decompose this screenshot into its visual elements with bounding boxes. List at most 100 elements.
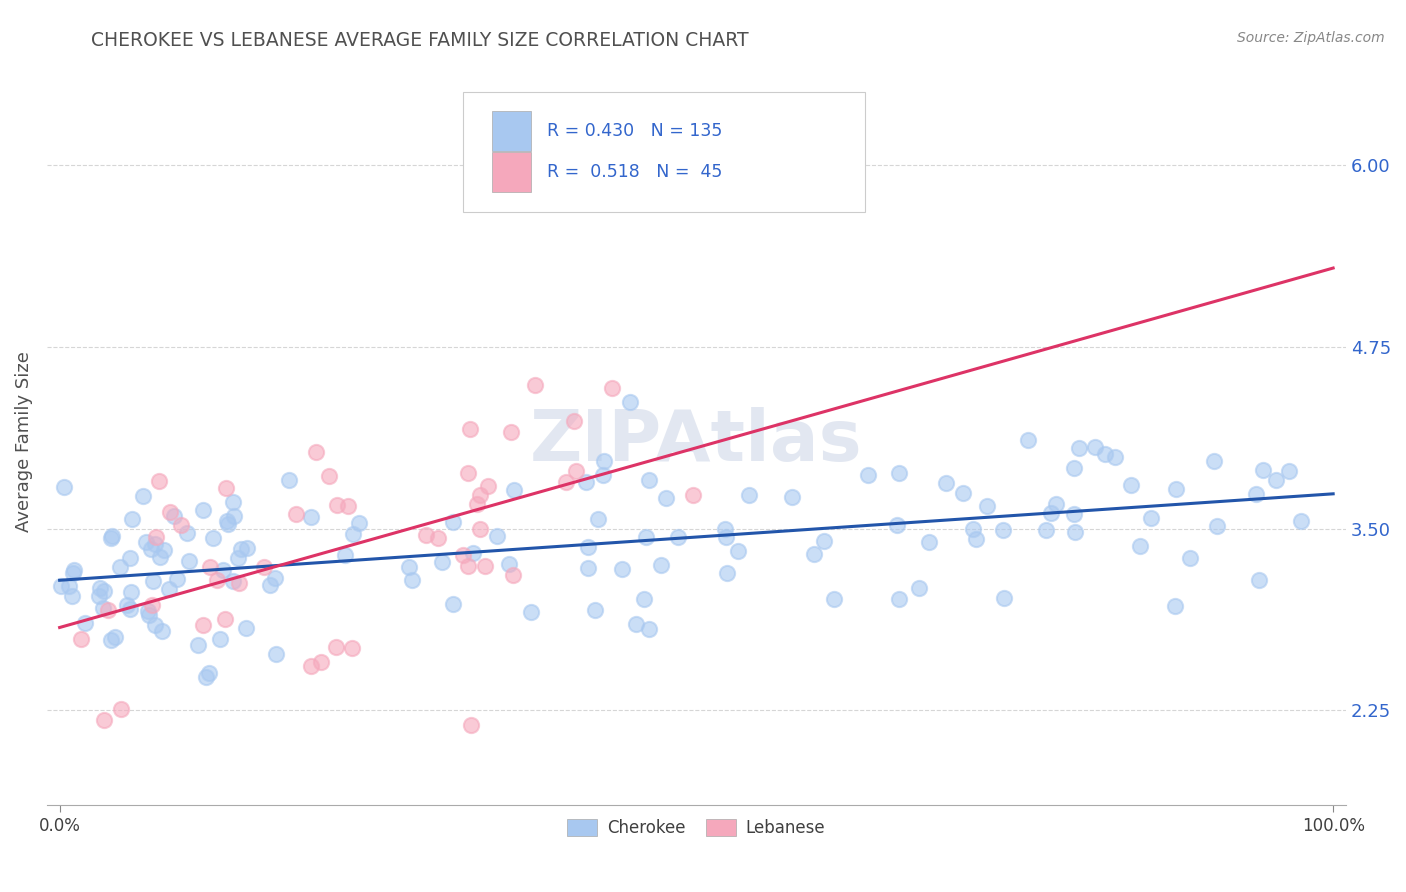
Point bbox=[136, 604, 159, 618]
Point bbox=[60, 589, 83, 603]
Point bbox=[299, 509, 322, 524]
Point bbox=[638, 473, 661, 487]
Point bbox=[153, 542, 176, 557]
Point bbox=[716, 566, 738, 581]
Point bbox=[217, 517, 239, 532]
Point bbox=[148, 475, 170, 489]
Point bbox=[1164, 599, 1187, 613]
Point bbox=[576, 561, 599, 575]
Point bbox=[823, 592, 845, 607]
Point bbox=[1039, 507, 1062, 521]
Point bbox=[1035, 524, 1057, 538]
Point bbox=[1140, 511, 1163, 525]
Point bbox=[1166, 483, 1188, 497]
Point bbox=[1094, 447, 1116, 461]
Point bbox=[97, 603, 120, 617]
Point bbox=[1104, 450, 1126, 465]
Point bbox=[326, 498, 349, 512]
Point bbox=[524, 377, 547, 392]
Point bbox=[187, 638, 209, 652]
Point bbox=[993, 523, 1015, 537]
Point bbox=[91, 601, 114, 615]
Point bbox=[636, 530, 658, 544]
Point bbox=[1084, 440, 1107, 454]
Point bbox=[100, 632, 122, 647]
Point bbox=[465, 497, 488, 511]
Point bbox=[1063, 461, 1085, 475]
FancyBboxPatch shape bbox=[463, 92, 865, 212]
Point bbox=[555, 475, 578, 490]
Point bbox=[401, 573, 423, 587]
Point bbox=[100, 531, 122, 545]
Point bbox=[503, 483, 526, 497]
Point bbox=[426, 531, 449, 545]
Point bbox=[132, 489, 155, 503]
Point bbox=[149, 550, 172, 565]
Point bbox=[53, 480, 76, 494]
Point bbox=[143, 537, 166, 551]
Point bbox=[1129, 539, 1152, 553]
Point bbox=[650, 558, 672, 573]
Point bbox=[208, 632, 231, 647]
Point bbox=[1178, 551, 1201, 566]
Point bbox=[1244, 487, 1267, 501]
Point bbox=[191, 503, 214, 517]
Point bbox=[1265, 473, 1288, 487]
Point bbox=[333, 548, 356, 562]
Point bbox=[965, 532, 987, 546]
Point bbox=[803, 547, 825, 561]
Point bbox=[325, 640, 347, 655]
Point bbox=[259, 577, 281, 591]
Point bbox=[460, 422, 482, 436]
Point bbox=[856, 468, 879, 483]
Point bbox=[1045, 497, 1067, 511]
Point bbox=[486, 529, 509, 543]
Point bbox=[600, 381, 623, 395]
Point bbox=[198, 560, 221, 574]
Point bbox=[159, 505, 181, 519]
Point bbox=[101, 529, 124, 543]
Point bbox=[104, 630, 127, 644]
Point bbox=[952, 486, 974, 500]
Legend: Cherokee, Lebanese: Cherokee, Lebanese bbox=[561, 813, 832, 844]
Point bbox=[141, 598, 163, 612]
Text: R = 0.430   N = 135: R = 0.430 N = 135 bbox=[547, 121, 723, 139]
Point bbox=[1067, 441, 1090, 455]
Point bbox=[935, 476, 957, 491]
Point bbox=[619, 395, 641, 409]
Point bbox=[176, 525, 198, 540]
Point bbox=[738, 488, 761, 502]
Point bbox=[191, 618, 214, 632]
Point bbox=[1277, 464, 1299, 478]
Point bbox=[93, 584, 115, 599]
Point bbox=[468, 488, 491, 502]
Point bbox=[976, 499, 998, 513]
Point bbox=[474, 558, 496, 573]
Point bbox=[264, 647, 287, 661]
Point bbox=[1121, 478, 1143, 492]
Point bbox=[1206, 519, 1229, 533]
Point bbox=[502, 568, 524, 582]
Point bbox=[117, 599, 139, 613]
Point bbox=[520, 605, 543, 619]
Point bbox=[138, 607, 160, 622]
Point bbox=[564, 464, 586, 478]
Point bbox=[574, 475, 596, 489]
Point bbox=[1247, 573, 1270, 587]
Point bbox=[962, 522, 984, 536]
Point bbox=[1202, 454, 1225, 468]
Point bbox=[592, 468, 614, 483]
Point bbox=[993, 591, 1015, 605]
Point bbox=[1063, 508, 1085, 522]
Point bbox=[264, 571, 287, 585]
Point bbox=[108, 560, 131, 574]
Point bbox=[228, 575, 250, 590]
Point bbox=[908, 581, 931, 595]
Point bbox=[918, 535, 941, 549]
Point bbox=[135, 534, 157, 549]
Point bbox=[470, 522, 492, 536]
Text: CHEROKEE VS LEBANESE AVERAGE FAMILY SIZE CORRELATION CHART: CHEROKEE VS LEBANESE AVERAGE FAMILY SIZE… bbox=[91, 31, 749, 50]
Point bbox=[342, 527, 364, 541]
Point bbox=[1017, 433, 1039, 447]
Point bbox=[120, 551, 142, 566]
